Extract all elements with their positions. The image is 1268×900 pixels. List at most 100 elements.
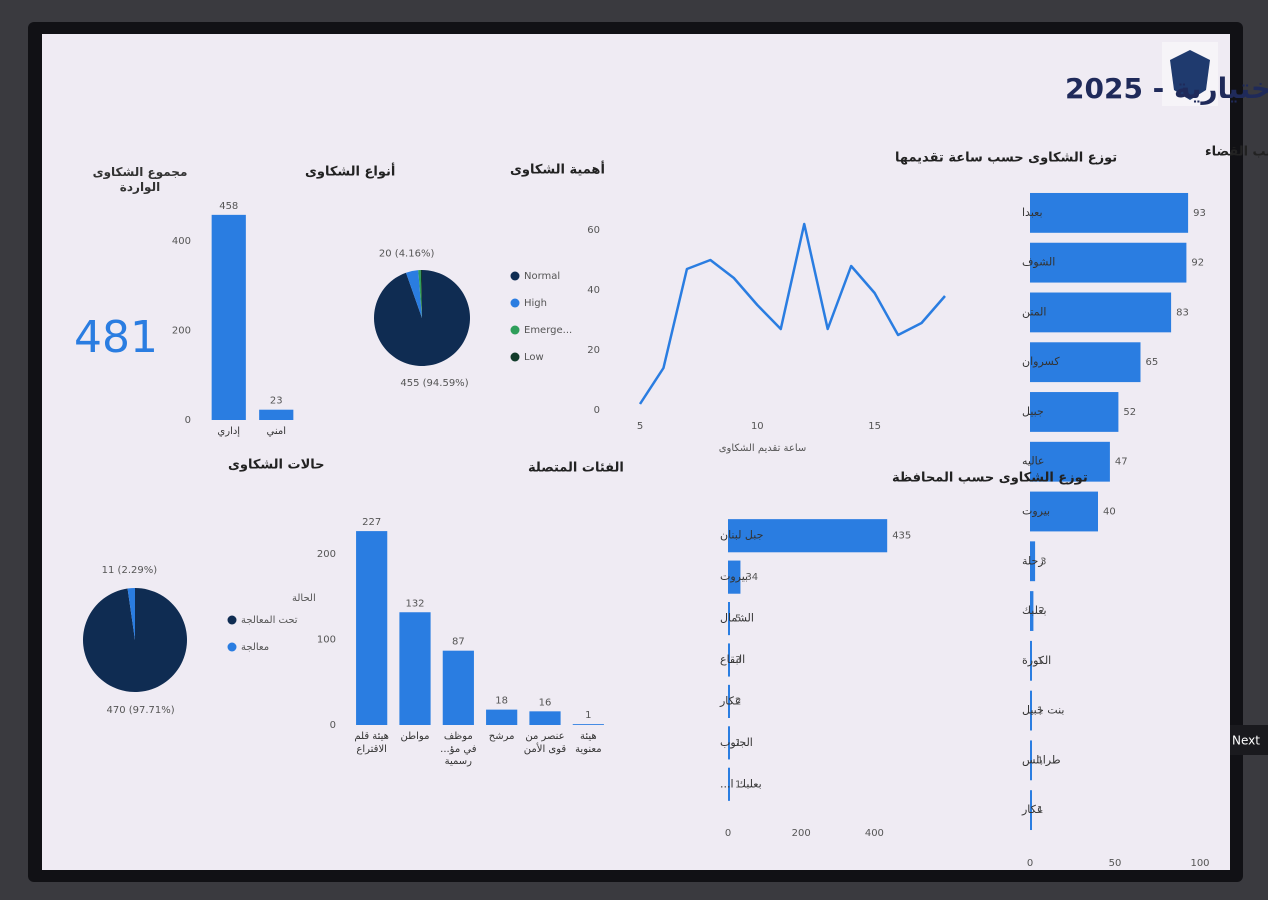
value-label: 227	[362, 517, 381, 528]
y-tick-label: الكورة	[1022, 654, 1051, 667]
legend-label: High	[524, 298, 547, 309]
chart-title: توزع الشكاوى حسب المحافظة	[892, 471, 1088, 486]
y-tick-label: بيروت	[720, 570, 748, 583]
bar	[728, 643, 730, 677]
legend-swatch	[227, 615, 237, 625]
x-tick-label: عنصر من قوى الأمن	[523, 731, 567, 755]
bar	[1030, 392, 1119, 432]
x-tick-label: موظف في مؤ... رسمية	[440, 731, 477, 767]
x-tick-label: هيئة قلم الاقتراع	[354, 731, 389, 755]
chart-title: الفئات المتصلة	[528, 461, 624, 476]
bar	[1030, 740, 1032, 781]
legend-label: تحت المعالجة	[241, 615, 298, 626]
bar	[1030, 690, 1032, 731]
legend-label: معالجة	[241, 642, 269, 653]
value-label: 435	[892, 531, 911, 542]
x-tick-label: 400	[865, 828, 884, 839]
y-tick-label: بنت جبيل	[1022, 704, 1064, 717]
value-label: 2	[735, 696, 741, 707]
bar	[399, 612, 431, 725]
bar	[728, 726, 730, 760]
line-series	[638, 222, 946, 405]
legend-label: Normal	[524, 271, 560, 282]
y-tick-label: 0	[594, 405, 600, 416]
x-tick-label: 50	[1109, 858, 1122, 869]
value-label: 23	[270, 396, 283, 407]
y-tick-label: عكار	[719, 694, 741, 707]
kpi-label-box: مجموع الشكاوى الواردة	[92, 165, 188, 194]
more-options[interactable]: …	[1224, 142, 1238, 158]
slice-label: 20 (4.16%)	[379, 248, 435, 259]
legend-swatch	[510, 352, 520, 362]
value-label: 1	[585, 710, 591, 721]
y-tick-label: الشمال	[720, 612, 754, 625]
bar	[1030, 640, 1032, 681]
y-tick-label: جبيل	[1022, 405, 1044, 418]
value-label: 1	[735, 738, 741, 749]
pie-slice	[420, 270, 422, 318]
bar	[1030, 790, 1032, 831]
value-label: 18	[495, 696, 508, 707]
bar	[1030, 491, 1098, 532]
bar	[728, 560, 741, 594]
bar	[728, 602, 730, 636]
x-tick-label-box: عنصر من قوى الأمن	[523, 731, 567, 755]
y-tick-label: 0	[330, 720, 336, 731]
x-tick-label-box: هيئة قلم الاقتراع	[354, 731, 389, 755]
y-tick-label: بعبدا	[1022, 206, 1043, 219]
x-axis-label: ساعة تقديم الشكاوى	[719, 443, 807, 454]
value-label: 47	[1115, 457, 1128, 468]
value-label: 40	[1103, 507, 1116, 518]
y-tick-label: 20	[587, 345, 600, 356]
y-tick-label: 400	[172, 236, 191, 247]
value-label: 3	[735, 655, 741, 666]
value-label: 52	[1123, 407, 1136, 418]
x-tick-label-box: مواطن	[401, 731, 430, 742]
logo	[1162, 42, 1218, 106]
legend-swatch	[510, 325, 520, 335]
bar	[572, 724, 604, 725]
x-tick-label: 10	[751, 421, 764, 432]
bar	[1030, 541, 1036, 582]
value-label: 5	[735, 614, 741, 625]
chart-title: أهمية الشكاوى	[510, 161, 605, 178]
x-tick-label-box: موظف في مؤ... رسمية	[440, 731, 477, 767]
slice-label: 455 (94.59%)	[400, 378, 468, 389]
y-tick-label: 200	[172, 325, 191, 336]
bar	[1030, 242, 1187, 283]
y-tick-label: 60	[587, 225, 600, 236]
next-label[interactable]: Next	[1232, 734, 1260, 748]
value-label: 1	[1037, 706, 1043, 717]
chart-title: أنواع الشكاوى	[305, 163, 395, 180]
value-label: 83	[1176, 307, 1189, 318]
next-button[interactable]	[1230, 725, 1268, 755]
bar	[1030, 292, 1172, 333]
x-tick-label-box: هيئة معنوية	[575, 731, 602, 755]
y-tick-label: كسروان	[1022, 355, 1060, 368]
y-tick-label: 0	[185, 415, 191, 426]
legend-swatch	[227, 642, 237, 652]
slice-label: 11 (2.29%)	[102, 565, 158, 576]
y-tick-label: طرابلس	[1022, 753, 1061, 766]
x-tick-label: 200	[792, 828, 811, 839]
bar	[728, 684, 730, 718]
chart-title: توزع الشكاوى حسب القضاء	[1205, 145, 1268, 160]
bar	[728, 519, 888, 553]
x-tick-label: مرشح	[488, 731, 515, 742]
kpi-label: مجموع الشكاوى الواردة	[92, 165, 188, 194]
value-label: 1	[1037, 656, 1043, 667]
pie-slice	[418, 270, 422, 318]
bar	[259, 409, 294, 420]
bar	[442, 650, 474, 725]
y-tick-label: زحلة	[1022, 554, 1044, 567]
legend-label: Low	[524, 352, 544, 363]
pie-slice	[127, 588, 135, 640]
value-label: 34	[745, 572, 758, 583]
value-label: 16	[539, 697, 552, 708]
slice-label: 470 (97.71%)	[106, 705, 174, 716]
x-tick-label: 15	[868, 421, 881, 432]
y-tick-label: 100	[317, 635, 336, 646]
x-tick-label-box: إداري	[217, 426, 240, 437]
x-tick-label: هيئة معنوية	[575, 731, 602, 755]
